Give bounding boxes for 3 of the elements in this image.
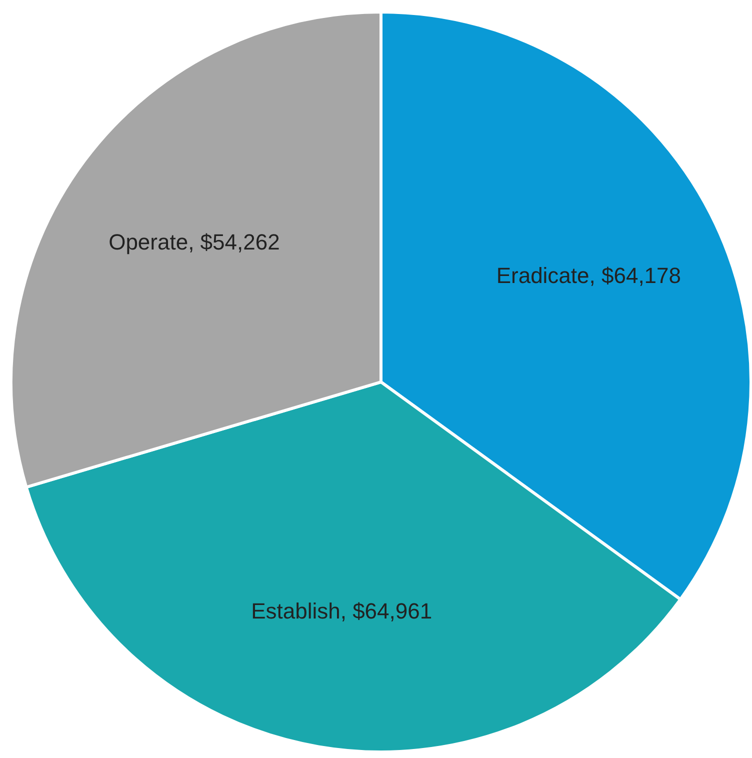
- slice-label: Establish, $64,961: [251, 598, 432, 624]
- slice-label: Eradicate, $64,178: [496, 263, 682, 288]
- slice-label: Operate, $54,262: [108, 230, 280, 255]
